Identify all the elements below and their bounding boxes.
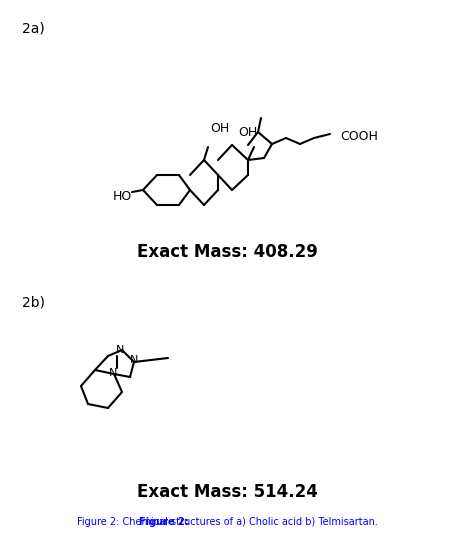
Text: Figure 2:: Figure 2: (139, 517, 189, 527)
Text: COOH: COOH (340, 129, 378, 142)
Text: Exact Mass: 514.24: Exact Mass: 514.24 (137, 483, 317, 501)
Text: Exact Mass: 408.29: Exact Mass: 408.29 (137, 243, 317, 261)
Text: N: N (116, 345, 124, 355)
Text: 2a): 2a) (22, 22, 45, 36)
Text: 2b): 2b) (22, 295, 45, 309)
Text: OH: OH (238, 126, 257, 139)
Text: HO: HO (113, 190, 132, 203)
Text: Figure 2: Chemical structures of a) Cholic acid b) Telmisartan.: Figure 2: Chemical structures of a) Chol… (77, 517, 377, 527)
Text: N: N (130, 355, 138, 365)
Text: N: N (109, 368, 117, 378)
Text: OH: OH (210, 121, 230, 135)
